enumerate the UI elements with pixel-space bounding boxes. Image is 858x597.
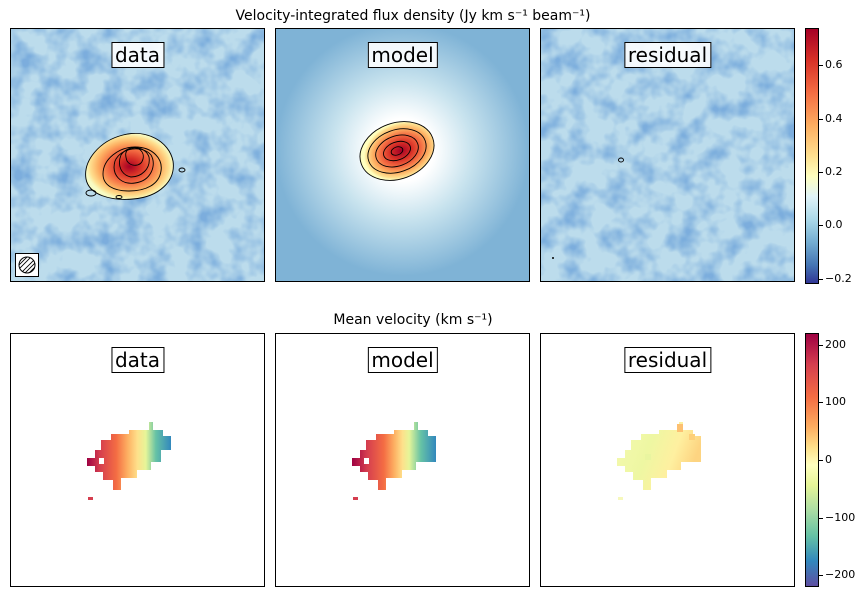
colorbar-tick-mark (819, 65, 823, 66)
velocity-residual-panel: residual (540, 333, 795, 587)
colorbar-tick-label: 0 (825, 453, 832, 466)
colorbar-tick-label: 100 (825, 395, 846, 408)
colorbar-tick-mark (819, 279, 823, 280)
flux-title-unit: (Jy km s⁻¹ beam⁻¹) (459, 8, 591, 24)
velocity-data-label: data (110, 347, 165, 373)
colorbar-tick-label: −100 (825, 511, 856, 524)
flux-residual-label: residual (623, 42, 712, 68)
colorbar-tick-label: 200 (825, 338, 846, 351)
flux-residual-panel: residual (540, 28, 795, 282)
flux-row-title: Velocity-integrated flux density (Jy km … (0, 8, 826, 24)
velocity-colorbar (805, 333, 819, 587)
velocity-model-label: model (367, 347, 438, 373)
flux-colorbar (805, 28, 819, 284)
colorbar-tick-label: −0.2 (825, 272, 852, 285)
velocity-data-map (87, 422, 171, 500)
velocity-data-panel: data (10, 333, 265, 587)
velocity-row-title: Mean velocity (km s⁻¹) (0, 312, 826, 328)
colorbar-tick-label: 0.6 (825, 58, 843, 71)
flux-data-panel: data (10, 28, 265, 282)
flux-model-panel: model (275, 28, 530, 282)
colorbar-tick-mark (819, 345, 823, 346)
colorbar-tick-label: −200 (825, 568, 856, 581)
velocity-title-unit: (km s⁻¹) (435, 312, 493, 328)
velocity-model-panel: model (275, 333, 530, 587)
flux-data-map (11, 29, 264, 281)
velocity-residual-label: residual (623, 347, 712, 373)
colorbar-tick-mark (819, 225, 823, 226)
colorbar-tick-mark (819, 518, 823, 519)
beam-ellipse-icon (15, 253, 39, 277)
flux-model-label: model (367, 42, 438, 68)
flux-title-text: Velocity-integrated flux density (235, 8, 455, 24)
flux-residual-map (541, 29, 794, 281)
colorbar-tick-mark (819, 575, 823, 576)
colorbar-tick-mark (819, 460, 823, 461)
velocity-title-text: Mean velocity (333, 312, 431, 328)
velocity-residual-map (617, 422, 701, 500)
colorbar-tick-label: 0.0 (825, 218, 843, 231)
flux-data-label: data (110, 42, 165, 68)
colorbar-tick-label: 0.4 (825, 112, 843, 125)
colorbar-tick-label: 0.2 (825, 165, 843, 178)
colorbar-tick-mark (819, 172, 823, 173)
colorbar-tick-mark (819, 402, 823, 403)
velocity-model-map (352, 422, 436, 500)
flux-model-map (276, 29, 529, 281)
colorbar-tick-mark (819, 119, 823, 120)
